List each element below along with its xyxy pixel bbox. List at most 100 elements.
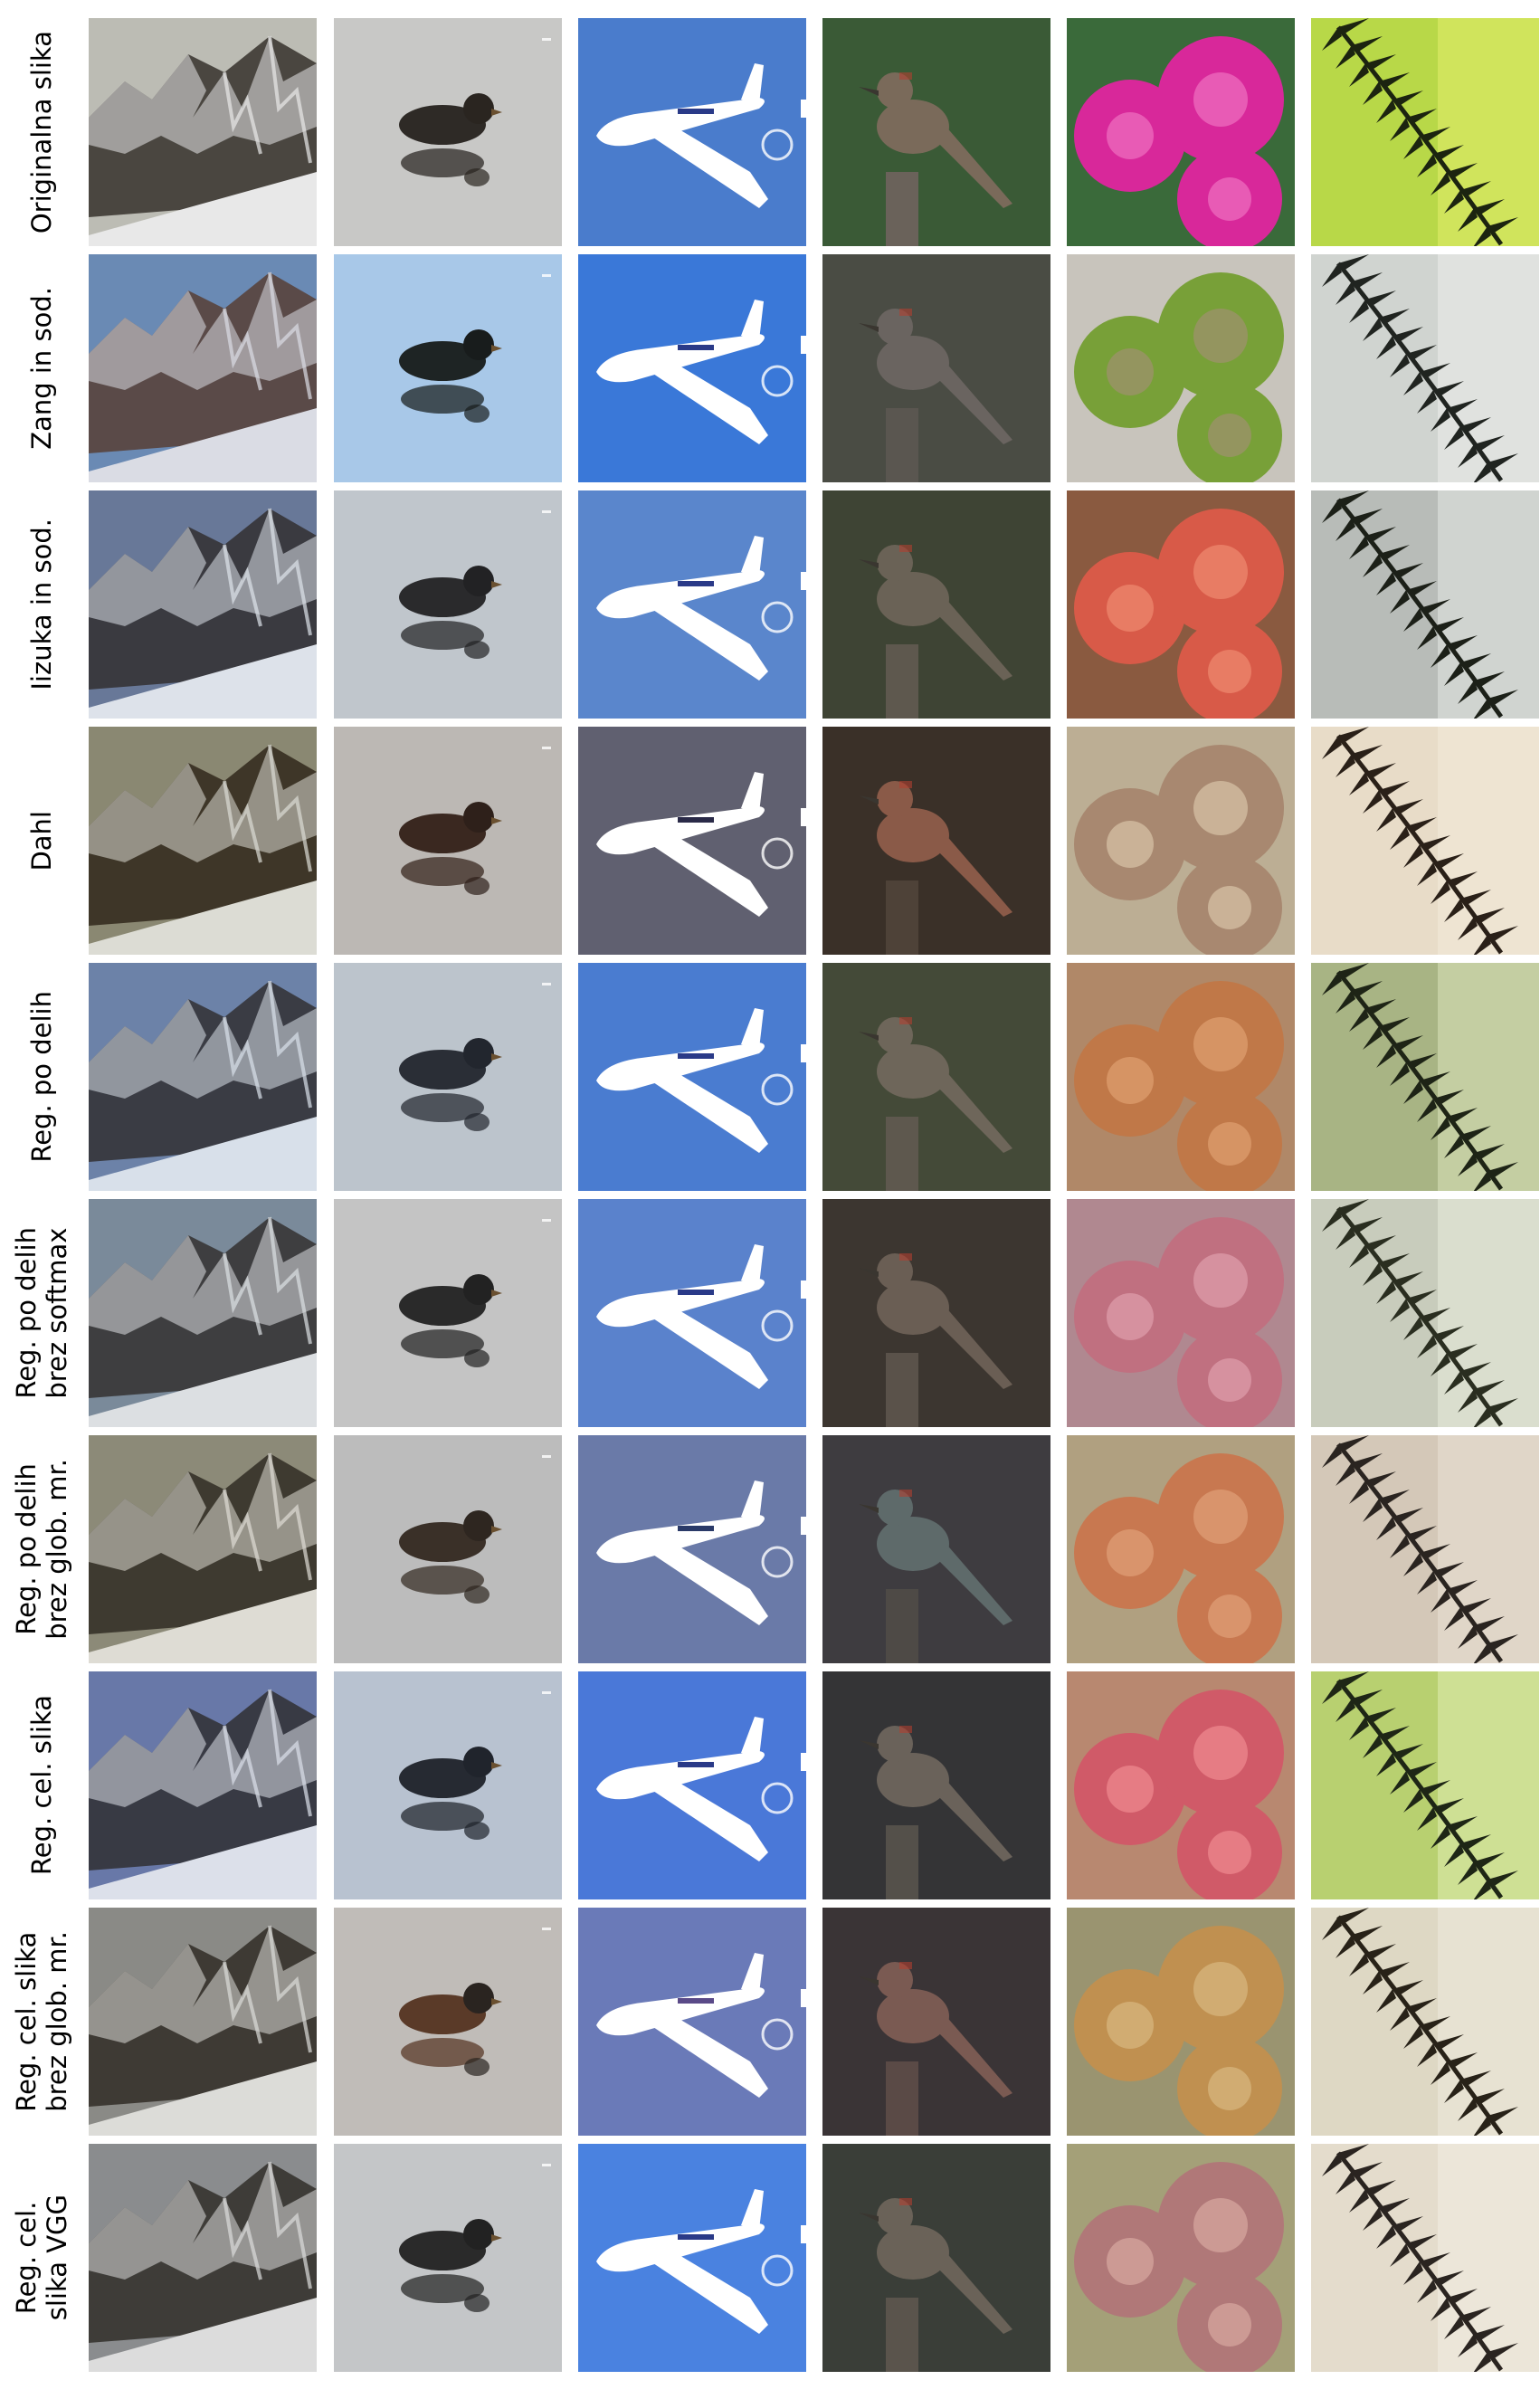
airplane-image — [578, 963, 806, 1191]
airplane-photo — [578, 963, 806, 1191]
bird-photo — [822, 727, 1050, 955]
duck-photo — [334, 2144, 562, 2372]
mountain-photo — [89, 254, 317, 482]
airplane-photo — [578, 1435, 806, 1663]
bird-photo — [822, 1908, 1050, 2136]
mountain-image — [89, 254, 317, 482]
dahlia-image — [1067, 1435, 1295, 1663]
row-label: Iizuka in sod. — [0, 490, 83, 719]
fern-image — [1311, 1671, 1539, 1899]
duck-photo — [334, 1199, 562, 1427]
fern-image — [1311, 1199, 1539, 1427]
fern-photo — [1311, 727, 1539, 955]
woodpecker-image — [822, 18, 1050, 246]
duck-image — [334, 1671, 562, 1899]
airplane-image — [578, 18, 806, 246]
row-label-text: Originalna slika — [26, 30, 57, 234]
row-label-text: Dahl — [26, 810, 57, 871]
duck-photo — [334, 963, 562, 1191]
fern-image — [1311, 254, 1539, 482]
mountain-image — [89, 490, 317, 719]
flower-photo — [1067, 1435, 1295, 1663]
duck-photo — [334, 1671, 562, 1899]
airplane-image — [578, 1435, 806, 1663]
woodpecker-image — [822, 1199, 1050, 1427]
airplane-photo — [578, 18, 806, 246]
row-label-text: Reg. po delih brez softmax — [11, 1227, 72, 1399]
fern-photo — [1311, 490, 1539, 719]
fern-photo — [1311, 1199, 1539, 1427]
fern-photo — [1311, 18, 1539, 246]
row-label: Reg. po delih brez softmax — [0, 1199, 83, 1427]
row-label: Reg. cel. slika — [0, 1671, 83, 1899]
airplane-image — [578, 727, 806, 955]
mountain-image — [89, 1199, 317, 1427]
flower-photo — [1067, 18, 1295, 246]
flower-photo — [1067, 2144, 1295, 2372]
mountain-photo — [89, 963, 317, 1191]
duck-image — [334, 2144, 562, 2372]
fern-photo — [1311, 963, 1539, 1191]
row-label-text: Zang in sod. — [26, 287, 57, 450]
bird-photo — [822, 2144, 1050, 2372]
duck-image — [334, 1908, 562, 2136]
fern-image — [1311, 1908, 1539, 2136]
woodpecker-image — [822, 254, 1050, 482]
duck-photo — [334, 1908, 562, 2136]
bird-photo — [822, 1671, 1050, 1899]
airplane-image — [578, 1908, 806, 2136]
mountain-photo — [89, 1908, 317, 2136]
airplane-image — [578, 2144, 806, 2372]
row-label-text: Reg. po delih brez glob. mr. — [11, 1459, 72, 1640]
mountain-image — [89, 2144, 317, 2372]
duck-image — [334, 254, 562, 482]
dahlia-image — [1067, 1908, 1295, 2136]
mountain-image — [89, 18, 317, 246]
dahlia-image — [1067, 727, 1295, 955]
dahlia-image — [1067, 1199, 1295, 1427]
woodpecker-image — [822, 490, 1050, 719]
mountain-photo — [89, 1435, 317, 1663]
bird-photo — [822, 18, 1050, 246]
flower-photo — [1067, 1671, 1295, 1899]
fern-image — [1311, 1435, 1539, 1663]
fern-image — [1311, 727, 1539, 955]
duck-image — [334, 1435, 562, 1663]
row-label: Originalna slika — [0, 18, 83, 246]
duck-image — [334, 490, 562, 719]
row-label-text: Reg. cel. slika brez glob. mr. — [11, 1931, 72, 2112]
row-label: Reg. po delih brez glob. mr. — [0, 1435, 83, 1663]
fern-photo — [1311, 1435, 1539, 1663]
dahlia-image — [1067, 2144, 1295, 2372]
mountain-image — [89, 1671, 317, 1899]
fern-photo — [1311, 1908, 1539, 2136]
mountain-image — [89, 727, 317, 955]
dahlia-image — [1067, 254, 1295, 482]
airplane-photo — [578, 2144, 806, 2372]
woodpecker-image — [822, 1671, 1050, 1899]
bird-photo — [822, 1435, 1050, 1663]
duck-photo — [334, 490, 562, 719]
woodpecker-image — [822, 727, 1050, 955]
airplane-photo — [578, 254, 806, 482]
airplane-photo — [578, 1199, 806, 1427]
mountain-photo — [89, 490, 317, 719]
fern-image — [1311, 18, 1539, 246]
row-label-text: Iizuka in sod. — [26, 519, 57, 690]
airplane-photo — [578, 727, 806, 955]
duck-photo — [334, 254, 562, 482]
airplane-image — [578, 254, 806, 482]
airplane-image — [578, 1671, 806, 1899]
row-label: Reg. po delih — [0, 963, 83, 1191]
flower-photo — [1067, 1199, 1295, 1427]
dahlia-image — [1067, 18, 1295, 246]
dahlia-image — [1067, 490, 1295, 719]
flower-photo — [1067, 254, 1295, 482]
fern-image — [1311, 2144, 1539, 2372]
mountain-photo — [89, 727, 317, 955]
airplane-photo — [578, 1908, 806, 2136]
woodpecker-image — [822, 1908, 1050, 2136]
airplane-image — [578, 490, 806, 719]
row-label: Zang in sod. — [0, 254, 83, 482]
